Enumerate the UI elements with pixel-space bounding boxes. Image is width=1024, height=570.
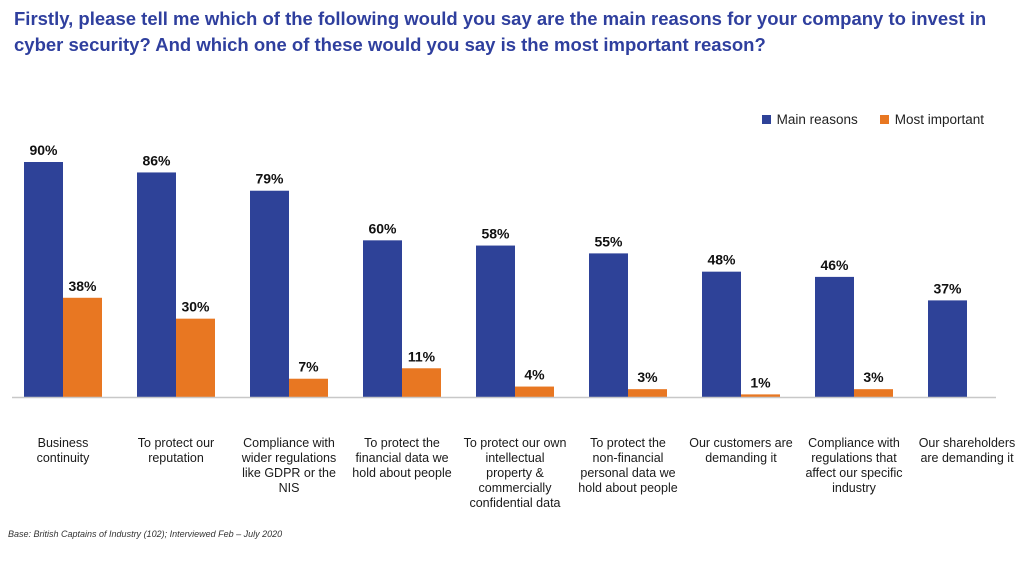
legend: Main reasons Most important (761, 112, 984, 127)
bar-important-2 (289, 378, 328, 397)
data-label-important-5: 3% (637, 369, 658, 385)
legend-item-main: Main reasons (761, 112, 858, 127)
legend-label-important: Most important (894, 112, 984, 127)
data-label-important-7: 3% (863, 369, 884, 385)
data-label-main-8: 37% (933, 280, 962, 296)
bar-important-6 (741, 394, 780, 397)
data-label-important-6: 1% (750, 374, 771, 390)
data-label-main-2: 79% (255, 171, 284, 187)
bar-main-8 (928, 300, 967, 397)
category-label-3: To protect the financial data we hold ab… (352, 436, 452, 480)
category-label-1: To protect our reputation (137, 436, 215, 465)
bar-main-5 (589, 253, 628, 397)
bar-main-0 (24, 162, 63, 397)
legend-label-main: Main reasons (776, 112, 858, 127)
data-label-important-3: 11% (408, 348, 436, 364)
category-label-0: Business continuity (36, 436, 90, 465)
bar-important-3 (402, 368, 441, 397)
data-label-main-1: 86% (142, 152, 171, 168)
bar-important-1 (176, 318, 215, 397)
category-label-8: Our shareholders are demanding it (918, 436, 1016, 465)
category-label-5: To protect the non-financial personal da… (578, 436, 678, 495)
category-label-7: Compliance with regulations that affect … (805, 436, 903, 495)
data-label-important-0: 38% (68, 278, 97, 294)
data-label-important-4: 4% (524, 367, 545, 383)
bar-important-0 (63, 297, 102, 397)
category-label-6: Our customers are demanding it (689, 436, 793, 465)
legend-swatch-main (761, 115, 771, 124)
bar-important-7 (854, 389, 893, 397)
bar-main-7 (815, 276, 854, 397)
chart-title: Firstly, please tell me which of the fol… (14, 8, 987, 55)
category-label-4: To protect our own intellectual property… (463, 436, 567, 510)
footnote: Base: British Captains of Industry (102)… (8, 529, 283, 539)
data-label-main-5: 55% (594, 233, 623, 249)
legend-swatch-important (879, 115, 889, 124)
bar-main-2 (250, 190, 289, 397)
bar-main-6 (702, 271, 741, 397)
data-label-main-6: 48% (707, 252, 736, 268)
data-label-important-2: 7% (298, 359, 319, 375)
legend-item-important: Most important (879, 112, 984, 127)
bar-main-1 (137, 172, 176, 397)
data-label-main-4: 58% (481, 226, 510, 242)
bar-main-3 (363, 240, 402, 397)
bar-important-5 (628, 389, 667, 397)
data-label-main-0: 90% (29, 142, 58, 158)
bar-main-4 (476, 245, 515, 397)
bar-important-4 (515, 386, 554, 397)
data-label-main-7: 46% (820, 257, 849, 273)
data-label-important-1: 30% (181, 299, 210, 315)
category-label-2: Compliance with wider regulations like G… (241, 436, 337, 495)
data-label-main-3: 60% (368, 220, 397, 236)
